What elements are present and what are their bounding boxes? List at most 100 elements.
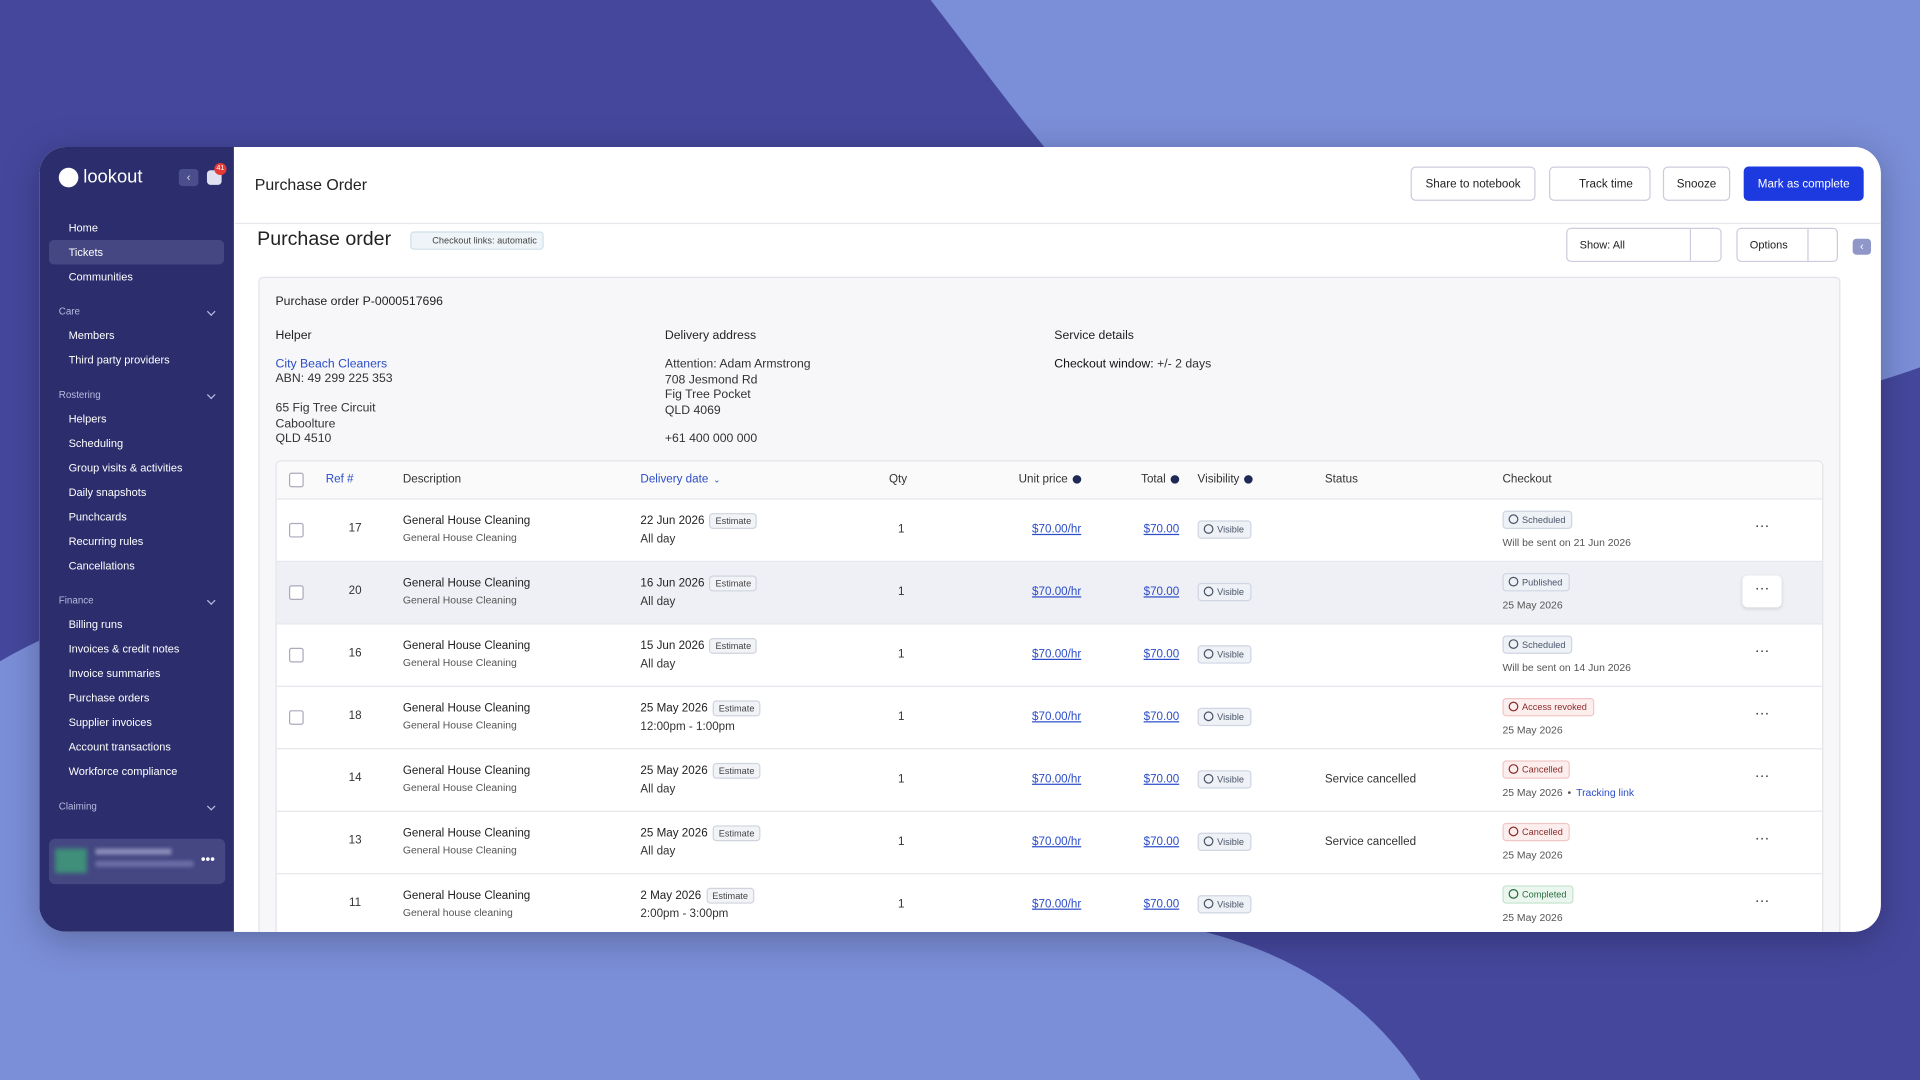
column-label: Qty [888, 472, 908, 487]
row-checkbox[interactable] [288, 647, 304, 663]
row-checkbox[interactable] [288, 710, 304, 725]
row-checkbox[interactable] [288, 522, 304, 538]
column-header[interactable]: Delivery date ⌄ [640, 473, 720, 486]
row-menu[interactable]: ··· [1754, 891, 1770, 909]
nav-item[interactable]: Recurring rules [68, 535, 144, 548]
total[interactable]: $70.00 [1143, 522, 1180, 537]
checkout-label: Scheduled [1522, 514, 1566, 526]
eye-icon [1203, 711, 1214, 722]
note: Will be sent on 21 Jun 2026 [1502, 536, 1631, 549]
delivery-date: 16 Jun 2026 Estimate [640, 575, 758, 592]
snooze-button[interactable]: Snooze [1662, 166, 1731, 201]
note: 25 May 2026 [1502, 786, 1563, 799]
unit-price[interactable]: $70.00/hr [1032, 710, 1082, 724]
user-card[interactable]: ••• [48, 838, 226, 885]
eye-icon [1203, 773, 1214, 784]
nav-item[interactable]: Third party providers [68, 353, 170, 367]
topbar [235, 147, 1881, 225]
column-header: Status [1325, 473, 1358, 486]
note: 25 May 2026 [1502, 598, 1563, 612]
nav-item[interactable]: Workforce compliance [68, 765, 178, 778]
unit-price[interactable]: $70.00/hr [1032, 585, 1082, 599]
unit-price[interactable]: $70.00/hr [1032, 522, 1082, 537]
total[interactable]: $70.00 [1143, 585, 1180, 599]
row-menu[interactable]: ··· [1754, 516, 1770, 534]
eye-icon [1203, 836, 1214, 847]
collapse-sidebar[interactable]: ‹ [178, 168, 199, 187]
row-menu[interactable]: ··· [1742, 575, 1782, 608]
nav-section[interactable]: Care [49, 301, 224, 323]
nav-item[interactable]: Purchase orders [68, 691, 150, 705]
helper-name[interactable]: City Beach Cleaners [275, 357, 388, 372]
nav-item[interactable]: Billing runs [68, 618, 123, 631]
collapse-panel[interactable]: ‹ [1852, 238, 1872, 255]
row-menu[interactable]: ··· [1754, 766, 1770, 784]
nav-item[interactable]: Home [68, 221, 98, 234]
nav-item[interactable]: Cancellations [68, 559, 135, 572]
unit-price[interactable]: $70.00/hr [1032, 897, 1082, 912]
row-checkbox[interactable] [288, 585, 304, 601]
options-menu[interactable]: Options [1736, 227, 1838, 263]
description: General House Cleaning [402, 826, 531, 841]
table-row: 13 General House Cleaning General House Cl… [276, 812, 1823, 875]
unit-price[interactable]: $70.00/hr [1032, 835, 1082, 849]
eye-icon [1203, 586, 1214, 597]
nav-item[interactable]: Daily snapshots [68, 486, 147, 499]
total[interactable]: $70.00 [1143, 897, 1180, 912]
nav-section[interactable]: Claiming [49, 796, 224, 818]
nav-item[interactable]: Helpers [68, 412, 107, 425]
total[interactable]: $70.00 [1143, 772, 1180, 787]
nav-section[interactable]: Finance [49, 590, 224, 612]
nav-item[interactable]: Group visits & activities [68, 461, 183, 474]
address-line: QLD 4510 [275, 432, 332, 446]
delivery-date: 22 Jun 2026 Estimate [640, 513, 758, 529]
nav-section[interactable]: Rostering [49, 384, 224, 406]
unit-price[interactable]: $70.00/hr [1032, 772, 1082, 787]
notification-count: 41 [214, 162, 227, 176]
checkout-label: Cancelled [1522, 764, 1563, 776]
time: All day [640, 657, 676, 672]
nav-item[interactable]: Communities [68, 270, 133, 283]
column-header: Qty [889, 473, 907, 486]
subdescription: General House Cleaning [402, 781, 517, 794]
row-menu[interactable]: ··· [1754, 704, 1770, 722]
nav-item[interactable]: Members [68, 329, 115, 342]
checkout-icon [1508, 576, 1519, 587]
show-filter[interactable]: Show: All [1566, 227, 1722, 263]
checkout-badge: Cancelled [1502, 760, 1571, 779]
description: General House Cleaning [402, 701, 531, 716]
nav-item[interactable]: Punchcards [68, 510, 127, 523]
complete-button[interactable]: Mark as complete [1743, 166, 1864, 201]
qty: 1 [897, 585, 905, 599]
tracking-link[interactable]: Tracking link [1576, 786, 1635, 799]
select-all[interactable] [288, 472, 304, 488]
delivery-date: 2 May 2026 Estimate [640, 887, 755, 904]
visibility: Visible [1197, 895, 1252, 914]
delivery-date: 25 May 2026 Estimate [640, 762, 761, 779]
info-icon [1170, 475, 1180, 484]
row-menu[interactable]: ··· [1754, 641, 1770, 659]
date: 16 Jun 2026 [640, 576, 705, 591]
nav-item[interactable]: Invoices & credit notes [68, 642, 180, 656]
total[interactable]: $70.00 [1143, 710, 1180, 724]
unit-price[interactable]: $70.00/hr [1032, 647, 1082, 662]
nav-item[interactable]: Invoice summaries [68, 667, 161, 680]
nav-item[interactable]: Tickets [48, 240, 225, 265]
nav-item[interactable]: Account transactions [68, 740, 171, 754]
address-line: 65 Fig Tree Circuit [275, 401, 376, 416]
column-header: Checkout [1502, 473, 1551, 486]
user-menu[interactable]: ••• [200, 852, 215, 867]
main: Purchase Order Share to notebook Track t… [235, 146, 1881, 932]
total[interactable]: $70.00 [1143, 647, 1180, 662]
total[interactable]: $70.00 [1143, 835, 1180, 849]
share-button[interactable]: Share to notebook [1410, 166, 1536, 201]
row-menu[interactable]: ··· [1754, 828, 1770, 847]
track-time-button[interactable]: Track time [1548, 166, 1651, 201]
checkout-icon [1508, 826, 1519, 837]
nav-item[interactable]: Supplier invoices [68, 716, 152, 729]
nav-item[interactable]: Scheduling [68, 437, 124, 450]
table-row: 17 General House Cleaning General House Cl… [276, 500, 1823, 563]
subdescription: General House Cleaning [402, 718, 517, 732]
